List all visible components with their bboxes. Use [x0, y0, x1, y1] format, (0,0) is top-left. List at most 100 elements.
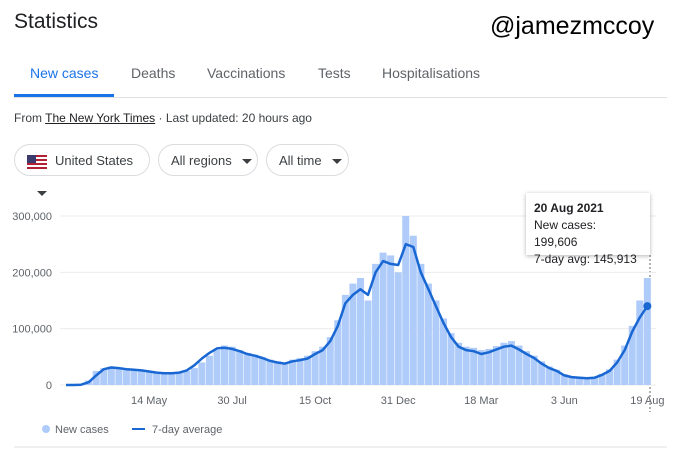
source-prefix: From	[14, 111, 42, 125]
tab[interactable]: Tests	[318, 65, 351, 81]
x-tick-label: 19 Aug	[630, 395, 664, 407]
filter-label: United States	[55, 153, 134, 168]
bar	[530, 355, 538, 385]
bar	[281, 362, 289, 385]
bar	[628, 325, 636, 385]
bar	[523, 351, 531, 385]
bar	[379, 252, 387, 385]
bar	[372, 263, 380, 385]
source-link[interactable]: The New York Times	[45, 111, 156, 125]
bar	[417, 263, 425, 385]
y-tick-label: 100,000	[12, 324, 52, 336]
bar	[251, 354, 259, 385]
tooltip-line: New cases: 199,606	[534, 218, 597, 249]
bar	[145, 370, 153, 385]
bar	[568, 376, 576, 385]
bar	[115, 367, 123, 385]
bar	[289, 359, 296, 385]
bar	[160, 372, 168, 385]
bar	[130, 369, 138, 385]
bar	[538, 361, 546, 385]
bar	[356, 277, 364, 385]
bar	[168, 373, 176, 385]
bar	[349, 283, 357, 385]
watermark: @jamezmccoy	[490, 12, 655, 40]
title: Statistics	[14, 10, 99, 33]
bar	[122, 368, 130, 385]
bar	[621, 345, 629, 385]
bar	[545, 366, 553, 385]
bar	[477, 350, 485, 385]
source: From The New York Times · Last updated: …	[14, 111, 312, 125]
bar	[236, 350, 244, 385]
bar	[107, 366, 115, 385]
bar	[296, 357, 304, 385]
bar	[387, 255, 395, 385]
bar	[153, 372, 161, 385]
bar	[319, 346, 327, 385]
bar	[183, 370, 191, 385]
x-tick-label: 18 Mar	[464, 395, 499, 407]
bar	[394, 272, 402, 385]
bar	[402, 216, 410, 385]
bar	[424, 283, 432, 385]
flag	[27, 154, 47, 169]
x-tick-label: 31 Dec	[381, 395, 416, 407]
time-filter[interactable]: All time	[266, 144, 349, 176]
y-tick-label: 200,000	[12, 267, 52, 279]
bar	[205, 355, 213, 385]
bar	[500, 342, 508, 385]
tooltip: 20 Aug 2021 New cases: 199,606 7-day avg…	[526, 193, 650, 266]
bar	[606, 369, 614, 385]
bar	[583, 378, 591, 385]
bar	[432, 300, 440, 385]
tab[interactable]: New cases	[30, 65, 99, 81]
legend-swatch	[42, 425, 50, 433]
x-tick-label: 14 May	[131, 395, 168, 407]
bar	[243, 352, 251, 385]
tab[interactable]: Hospitalisations	[382, 65, 481, 81]
divider	[14, 97, 667, 98]
legend-label: 7-day average	[152, 424, 222, 436]
bar	[560, 374, 568, 385]
bar	[613, 359, 621, 385]
bar	[175, 372, 183, 385]
avg-line	[66, 242, 649, 387]
bar	[198, 362, 206, 385]
filter-label: All time	[279, 153, 322, 168]
bar	[364, 300, 372, 385]
region-filter[interactable]: All regions	[158, 144, 258, 176]
bar	[334, 320, 342, 385]
bar	[190, 368, 198, 385]
bar	[485, 348, 493, 385]
bar	[636, 300, 644, 385]
y-tick-label: 300,000	[12, 211, 52, 223]
bar	[515, 345, 523, 385]
bar	[598, 373, 606, 385]
bar	[213, 350, 221, 385]
bar	[591, 377, 598, 385]
bar	[258, 356, 266, 385]
bar	[553, 369, 561, 385]
tab[interactable]: Vaccinations	[207, 65, 286, 81]
bar	[100, 368, 108, 385]
bar	[92, 370, 100, 385]
x-tick-label: 30 Jul	[217, 395, 246, 407]
bar	[462, 346, 470, 385]
bar	[440, 318, 447, 385]
hover-dot	[643, 302, 652, 311]
bar	[492, 346, 500, 385]
bar	[575, 377, 583, 385]
bar	[228, 346, 236, 385]
tab[interactable]: Deaths	[131, 65, 176, 81]
tooltip-date: 20 Aug 2021	[534, 201, 604, 215]
bar	[470, 347, 478, 385]
bar	[341, 294, 349, 385]
bar	[643, 277, 651, 385]
bar	[507, 341, 515, 385]
bar	[409, 235, 417, 385]
tab-indicator	[14, 94, 114, 97]
bar	[326, 337, 334, 385]
country-filter[interactable]: United States	[14, 144, 150, 197]
bar	[304, 355, 312, 385]
